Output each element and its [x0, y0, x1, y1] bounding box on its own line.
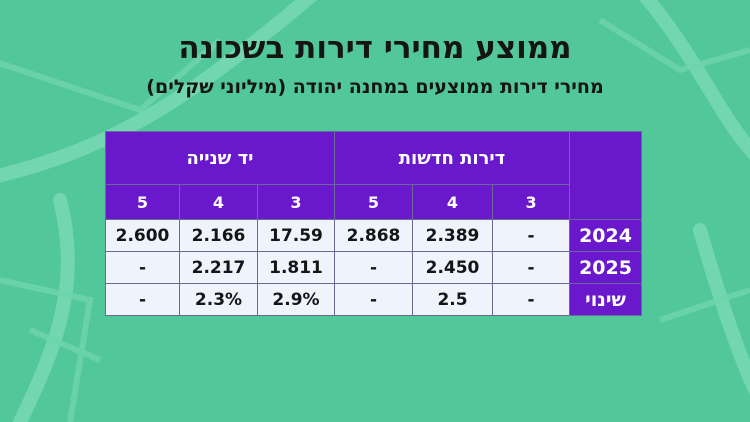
table-row: - 2.3% 2.9% - 2.5 - שינוי — [105, 283, 643, 316]
group-header-new-apartments: דירות חדשות — [333, 131, 571, 185]
table-cell: 2.166 — [179, 219, 258, 252]
price-table: יד שנייה דירות חדשות 5 4 3 5 4 3 2.600 2… — [105, 131, 643, 316]
table-cell: 2.5 — [412, 283, 493, 316]
table-cell: - — [105, 251, 180, 284]
table-row: 2.600 2.166 17.59 2.868 2.389 - 2024 — [105, 219, 643, 252]
row-label: שינוי — [569, 283, 643, 316]
column-header: 4 — [179, 184, 258, 220]
column-header: 3 — [491, 184, 571, 220]
corner-cell — [569, 131, 643, 220]
column-header: 3 — [257, 184, 335, 220]
chart-subtitle: מחירי דירות ממוצעים במחנה יהודה (מיליוני… — [146, 76, 604, 98]
table-cell: 2.600 — [105, 219, 180, 252]
table-cell: 2.9% — [257, 283, 335, 316]
table-cell: - — [491, 283, 571, 316]
chart-title: ממוצע מחירי דירות בשכונה — [178, 30, 572, 66]
column-header: 5 — [334, 184, 413, 220]
table-cell: 2.3% — [179, 283, 258, 316]
table-cell: 2.217 — [179, 251, 258, 284]
table-cell: 2.450 — [412, 251, 493, 284]
table-row: - 2.217 1.811 - 2.450 - 2025 — [105, 251, 643, 284]
table-cell: - — [105, 283, 180, 316]
group-header-secondhand: יד שנייה — [105, 131, 335, 185]
table-cell: - — [334, 283, 413, 316]
table-cell: 1.811 — [257, 251, 335, 284]
column-header: 5 — [105, 184, 180, 220]
table-cell: - — [491, 251, 571, 284]
column-header: 4 — [412, 184, 493, 220]
table-cell: - — [334, 251, 413, 284]
table-cell: - — [491, 219, 571, 252]
row-label: 2024 — [569, 219, 643, 252]
table-cell: 2.389 — [412, 219, 493, 252]
table-cell: 17.59 — [257, 219, 335, 252]
row-label: 2025 — [569, 251, 643, 284]
table-cell: 2.868 — [334, 219, 413, 252]
